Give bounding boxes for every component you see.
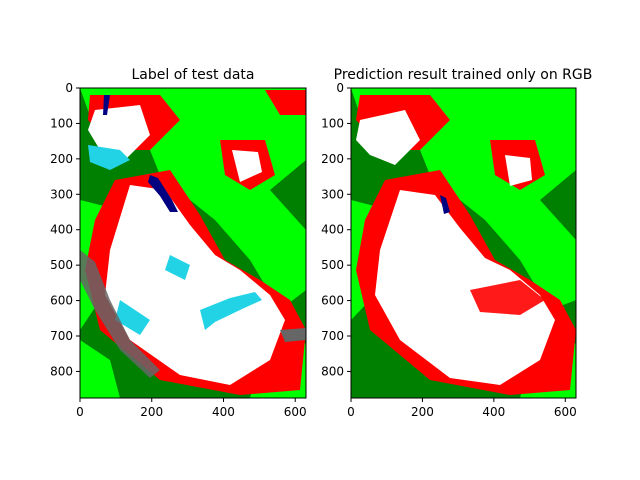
left-y-tick-label: 700	[50, 329, 73, 343]
right-y-tick-label: 400	[321, 223, 344, 237]
right-y-tick-label: 700	[321, 329, 344, 343]
left-glacier-region	[115, 300, 150, 335]
right-x-tick-label: 600	[554, 405, 577, 419]
right-snow-region	[375, 190, 555, 385]
left-water-region	[148, 175, 178, 212]
left-axes-frame	[79, 87, 307, 399]
left-rock-region	[265, 90, 306, 115]
left-y-tick-label: 0	[65, 81, 73, 95]
left-y-tick-label: 600	[50, 294, 73, 308]
right-x-tick-label: 0	[347, 405, 355, 419]
right-y-tick-label: 600	[321, 294, 344, 308]
right-x-tick-label: 400	[482, 405, 505, 419]
left-snow-region	[88, 105, 150, 160]
left-y-tick-label: 200	[50, 152, 73, 166]
left-y-tick-label: 500	[50, 258, 73, 272]
right-y-tick-label: 800	[321, 364, 344, 378]
left-heatmap-image	[80, 88, 306, 398]
left-y-tick-label: 100	[50, 116, 73, 130]
left-water-region	[103, 95, 110, 115]
left-x-tick-label: 200	[140, 405, 163, 419]
left-y-tick-label: 400	[50, 223, 73, 237]
left-y-axis: 0 100 200 300 400 500 600 700 800	[50, 81, 80, 378]
left-panel-title: Label of test data	[131, 67, 254, 83]
right-water-region	[440, 195, 450, 214]
right-snow-region	[356, 110, 420, 165]
right-y-axis: 0 100 200 300 400 500 600 700 800	[321, 81, 351, 378]
left-x-tick-label: 0	[76, 405, 84, 419]
right-y-tick-label: 300	[321, 187, 344, 201]
right-panel-title: Prediction result trained only on RGB	[334, 67, 593, 83]
left-y-tick-label: 800	[50, 364, 73, 378]
right-rock-region	[470, 280, 545, 315]
left-x-tick-label: 600	[284, 405, 307, 419]
right-x-axis: 0 200 400 600	[347, 398, 577, 419]
right-snow-region	[505, 155, 532, 186]
right-y-tick-label: 100	[321, 116, 344, 130]
left-meadow-region	[80, 340, 120, 398]
right-y-tick-label: 500	[321, 258, 344, 272]
left-glacier-region	[200, 292, 262, 330]
right-axes-frame	[350, 87, 577, 399]
right-y-tick-label: 0	[336, 81, 344, 95]
left-snow-region	[105, 185, 285, 385]
left-y-tick-label: 300	[50, 187, 73, 201]
left-snow-region	[232, 150, 262, 182]
left-panel: Label of test data	[50, 67, 307, 419]
left-glacier-region	[88, 145, 130, 170]
left-debris-region	[280, 328, 306, 342]
left-x-tick-label: 400	[212, 405, 235, 419]
left-x-axis: 0 200 400 600	[76, 398, 307, 419]
left-debris-region	[80, 250, 160, 378]
right-panel: Prediction result trained only on RGB 0 2…	[321, 67, 592, 419]
right-x-tick-label: 200	[411, 405, 434, 419]
right-heatmap-image	[351, 88, 576, 398]
left-glacier-region	[165, 255, 190, 280]
right-y-tick-label: 200	[321, 152, 344, 166]
